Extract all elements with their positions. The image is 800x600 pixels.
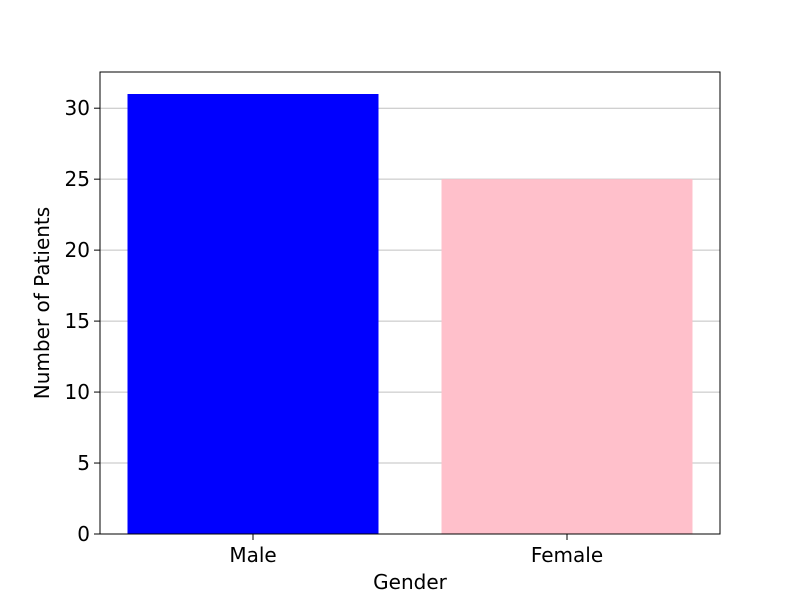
plot-frame: [99, 71, 721, 535]
x-tick-label-male: Male: [229, 543, 276, 567]
y-axis-ticks: 0 5 10 15 20 25 30: [65, 96, 100, 546]
y-tick-label: 25: [65, 167, 90, 191]
bar-male: [127, 94, 379, 534]
x-axis-label: Gender: [373, 570, 447, 594]
y-tick-label: 10: [65, 380, 90, 404]
x-tick-label-female: Female: [531, 543, 603, 567]
bar-female: [441, 179, 693, 534]
bars: [127, 94, 693, 534]
y-tick-label: 5: [77, 451, 90, 475]
y-tick-label: 0: [77, 522, 90, 546]
y-tick-label: 30: [65, 96, 90, 120]
y-tick-label: 15: [65, 309, 90, 333]
y-axis-label: Number of Patients: [30, 207, 54, 399]
x-axis-ticks: Male Female: [229, 534, 603, 567]
y-tick-label: 20: [65, 238, 90, 262]
